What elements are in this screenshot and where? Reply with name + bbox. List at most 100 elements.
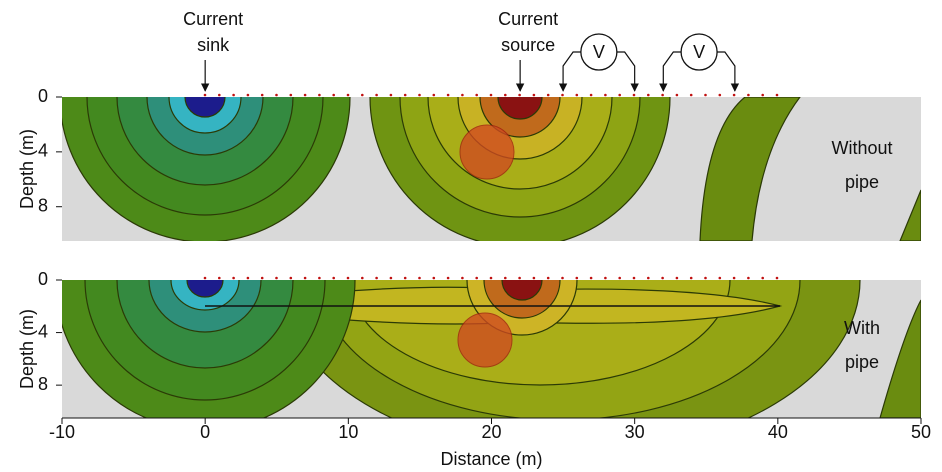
electrode (661, 94, 664, 97)
electrode (290, 277, 293, 280)
panel-label: pipe (845, 172, 879, 192)
electrode (690, 94, 693, 97)
electrode (247, 277, 250, 280)
electrode (733, 94, 736, 97)
annotation: Current (183, 9, 243, 29)
electrode (504, 277, 507, 280)
electrode (761, 94, 764, 97)
electrode (561, 277, 564, 280)
electrode (418, 94, 421, 97)
electrode (547, 94, 550, 97)
electrode (318, 94, 321, 97)
electrode (733, 277, 736, 280)
voltmeter-label: V (593, 42, 605, 62)
panel-label: With (844, 318, 880, 338)
electrode (290, 94, 293, 97)
electrode (390, 94, 393, 97)
x-tick-label: 40 (768, 422, 788, 442)
electrode (647, 277, 650, 280)
y-axis-title: Depth (m) (17, 129, 37, 209)
electrode (475, 94, 478, 97)
electrode (690, 277, 693, 280)
electrode (747, 94, 750, 97)
voltmeter-lead (717, 52, 735, 91)
x-tick-label: 10 (338, 422, 358, 442)
electrode (490, 277, 493, 280)
electrode (533, 277, 536, 280)
electrode (332, 277, 335, 280)
electrode (347, 277, 350, 280)
electrode (332, 94, 335, 97)
electrode (590, 94, 593, 97)
electrode (475, 277, 478, 280)
electrode (561, 94, 564, 97)
electrode (261, 94, 264, 97)
electrode (676, 94, 679, 97)
electrode (576, 94, 579, 97)
annotation: sink (197, 35, 230, 55)
annotation: source (501, 35, 555, 55)
electrode (719, 94, 722, 97)
y-axis-title: Depth (m) (17, 309, 37, 389)
x-axis-title: Distance (m) (440, 449, 542, 469)
electrode (576, 277, 579, 280)
y-tick-label: 0 (38, 269, 48, 289)
electrode (661, 277, 664, 280)
electrode (433, 94, 436, 97)
voltmeter-lead (617, 52, 635, 91)
electrode (204, 277, 207, 280)
electrode (375, 94, 378, 97)
electrode (347, 94, 350, 97)
panel-label: Without (831, 138, 892, 158)
electrode (275, 94, 278, 97)
electrode (776, 94, 779, 97)
electrode (761, 277, 764, 280)
electrode (490, 94, 493, 97)
electrode (304, 277, 307, 280)
electrode (447, 94, 450, 97)
electrode (533, 94, 536, 97)
x-tick-label: 50 (911, 422, 931, 442)
y-tick-label: 0 (38, 86, 48, 106)
electrode (304, 94, 307, 97)
voltmeter-lead (663, 52, 681, 91)
electrode (618, 277, 621, 280)
electrode (604, 94, 607, 97)
electrode (232, 277, 235, 280)
figure: 048Depth (m)WithoutpipeCurrentsinkCurren… (0, 0, 942, 472)
electrode (218, 277, 221, 280)
x-tick-label: -10 (49, 422, 75, 442)
electrode (404, 94, 407, 97)
electrode (318, 277, 321, 280)
y-tick-label: 8 (38, 195, 48, 215)
electrode (604, 277, 607, 280)
electrode (447, 277, 450, 280)
electrode (633, 94, 636, 97)
electrode (504, 94, 507, 97)
y-tick-label: 4 (38, 321, 48, 341)
electrode (461, 94, 464, 97)
electrode (433, 277, 436, 280)
electrode (390, 277, 393, 280)
y-tick-label: 4 (38, 141, 48, 161)
electrode (590, 277, 593, 280)
electrode (747, 277, 750, 280)
electrode (204, 94, 207, 97)
electrode (676, 277, 679, 280)
x-tick-label: 0 (200, 422, 210, 442)
electrode (618, 94, 621, 97)
electrode (232, 94, 235, 97)
electrode (247, 94, 250, 97)
electrode (418, 277, 421, 280)
y-tick-label: 8 (38, 374, 48, 394)
isosurfaces-top (60, 0, 921, 247)
electrode (375, 277, 378, 280)
electrode (704, 277, 707, 280)
voltmeter-lead (563, 52, 581, 91)
x-tick-label: 20 (481, 422, 501, 442)
annotation: Current (498, 9, 558, 29)
voltmeter-label: V (693, 42, 705, 62)
electrode (719, 277, 722, 280)
panel-label: pipe (845, 352, 879, 372)
electrode (361, 94, 364, 97)
